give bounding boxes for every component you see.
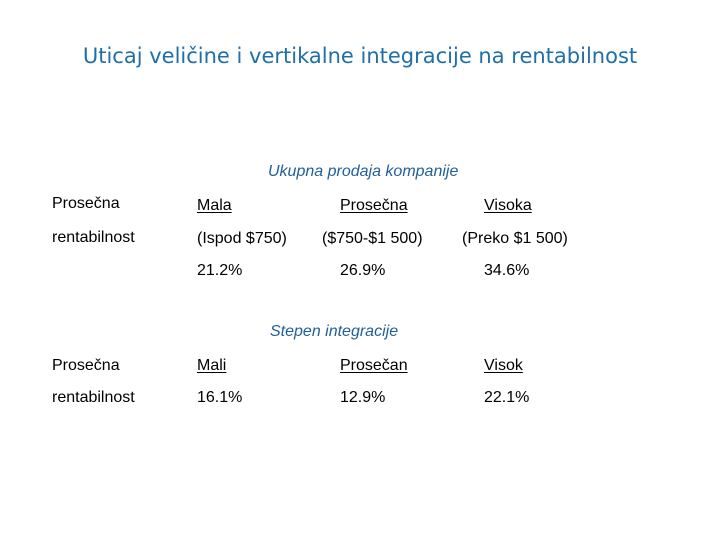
slide-title: Uticaj veličine i vertikalne integracije… bbox=[82, 44, 638, 68]
section-heading-sales: Ukupna prodaja kompanije bbox=[268, 163, 459, 180]
range-high: (Preko $1 500) bbox=[462, 230, 568, 247]
value-low-integration: 16.1% bbox=[197, 389, 243, 406]
value-high: 34.6% bbox=[484, 262, 530, 279]
column-header-small: Mala bbox=[197, 197, 232, 214]
value-small: 21.2% bbox=[197, 262, 243, 279]
column-header-average-integration: Prosečan bbox=[340, 357, 408, 374]
column-header-low-integration: Mali bbox=[197, 357, 227, 374]
section-heading-integration: Stepen integracije bbox=[270, 323, 399, 340]
range-small: (Ispod $750) bbox=[197, 230, 287, 247]
range-average: ($750-$1 500) bbox=[322, 230, 423, 247]
row-label-average: Prosečna bbox=[52, 195, 120, 212]
column-header-high-integration: Visok bbox=[484, 357, 523, 374]
value-average: 26.9% bbox=[340, 262, 386, 279]
row-label-profitability: rentabilnost bbox=[52, 229, 135, 246]
row-label-profitability-2: rentabilnost bbox=[52, 389, 135, 406]
column-header-high: Visoka bbox=[484, 197, 532, 214]
value-high-integration: 22.1% bbox=[484, 389, 530, 406]
row-label-average-2: Prosečna bbox=[52, 357, 120, 374]
column-header-average: Prosečna bbox=[340, 197, 408, 214]
value-average-integration: 12.9% bbox=[340, 389, 386, 406]
